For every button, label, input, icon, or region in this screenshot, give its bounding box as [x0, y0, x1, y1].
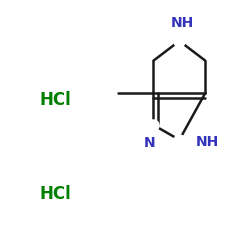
Text: NH: NH: [196, 135, 219, 149]
Text: NH: NH: [171, 16, 194, 30]
Text: HCl: HCl: [40, 91, 72, 109]
Text: HCl: HCl: [40, 185, 72, 203]
Text: N: N: [144, 136, 156, 150]
